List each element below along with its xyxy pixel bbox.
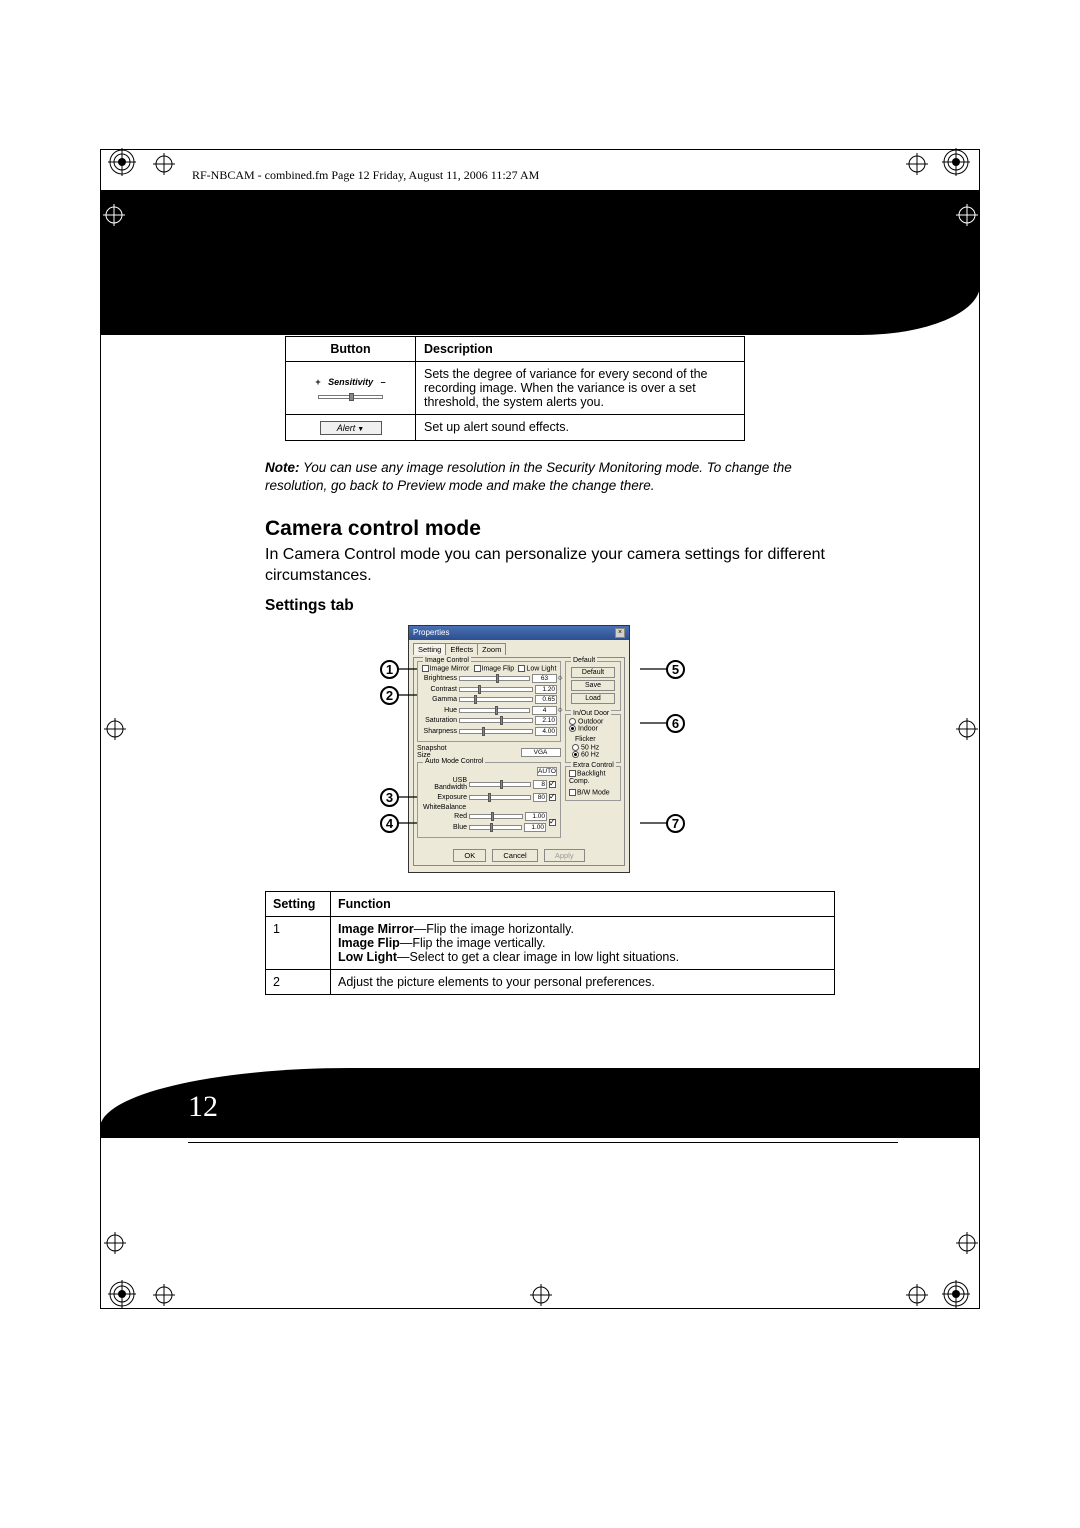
chk-bw[interactable] xyxy=(569,789,576,796)
alert-desc: Set up alert sound effects. xyxy=(416,415,745,441)
reg-mark-icon xyxy=(108,148,136,176)
sensitivity-button-cell: + Sensitivity – xyxy=(286,362,416,415)
dialog-titlebar: Properties × xyxy=(409,626,629,640)
slider-wb-blue[interactable] xyxy=(469,825,522,830)
page-content: Button Description + Sensitivity – Sets … xyxy=(270,336,850,995)
btn-apply: Apply xyxy=(544,849,585,862)
btn-default[interactable]: Default xyxy=(571,667,615,678)
row2-num: 2 xyxy=(266,970,331,995)
tab-zoom[interactable]: Zoom xyxy=(477,643,506,655)
callout-3: 3 xyxy=(380,788,399,807)
subsection-heading: Settings tab xyxy=(265,597,850,615)
crop-mark-icon xyxy=(906,1284,928,1306)
snapshot-size-select[interactable]: VGA xyxy=(521,748,561,757)
chk-backlight[interactable] xyxy=(569,770,576,777)
crop-mark-icon xyxy=(906,153,928,175)
radio-outdoor[interactable] xyxy=(569,718,576,725)
callout-2: 2 xyxy=(380,686,399,705)
crop-mark-icon xyxy=(956,1232,978,1254)
note-paragraph: Note: You can use any image resolution i… xyxy=(265,459,850,495)
callout-7: 7 xyxy=(666,814,685,833)
default-group: Default Default Save Load xyxy=(565,661,621,711)
sensitivity-desc: Sets the degree of variance for every se… xyxy=(416,362,745,415)
crop-mark-icon xyxy=(103,204,125,226)
section-body: In Camera Control mode you can personali… xyxy=(265,545,850,587)
dialog-tabs: SettingEffectsZoom xyxy=(413,643,625,655)
footer-black-band xyxy=(100,1068,980,1138)
row1-func: Image Mirror—Flip the image horizontally… xyxy=(331,917,835,970)
slider-contrast[interactable] xyxy=(459,687,533,692)
chk-usb-auto[interactable] xyxy=(549,781,556,788)
crop-mark-icon xyxy=(153,153,175,175)
button-description-table: Button Description + Sensitivity – Sets … xyxy=(285,336,745,441)
btn-load[interactable]: Load xyxy=(571,693,615,704)
chk-image-mirror[interactable]: Image Mirror xyxy=(422,665,470,672)
row1-num: 1 xyxy=(266,917,331,970)
btn-cancel[interactable]: Cancel xyxy=(492,849,537,862)
reg-mark-icon xyxy=(942,148,970,176)
th-setting: Setting xyxy=(266,892,331,917)
slider-wb-red[interactable] xyxy=(469,814,523,819)
reg-mark-icon xyxy=(108,1280,136,1308)
radio-50hz[interactable] xyxy=(572,744,579,751)
crop-mark-icon xyxy=(530,1284,552,1306)
th-button: Button xyxy=(286,337,416,362)
footer-rule xyxy=(188,1142,898,1143)
dialog-figure: 1 2 3 4 5 6 7 Properties × SettingEffect… xyxy=(380,625,680,873)
properties-dialog: Properties × SettingEffectsZoom Image Co… xyxy=(408,625,630,873)
btn-save[interactable]: Save xyxy=(571,680,615,691)
chk-wb-auto[interactable] xyxy=(549,819,556,826)
chk-low-light[interactable]: Low Light xyxy=(518,665,556,672)
crop-mark-icon xyxy=(104,1232,126,1254)
th-function: Function xyxy=(331,892,835,917)
close-icon[interactable]: × xyxy=(615,628,625,638)
chk-image-flip[interactable]: Image Flip xyxy=(474,665,515,672)
btn-ok[interactable]: OK xyxy=(453,849,486,862)
crop-mark-icon xyxy=(956,718,978,740)
alert-button-cell: Alert xyxy=(286,415,416,441)
slider-brightness[interactable] xyxy=(459,676,530,681)
slider-gamma[interactable] xyxy=(459,697,533,702)
settings-function-table: Setting Function 1 Image Mirror—Flip the… xyxy=(265,891,835,995)
tab-effects[interactable]: Effects xyxy=(445,643,478,655)
tab-setting[interactable]: Setting xyxy=(413,643,446,655)
image-control-group: Image Control Image Mirror Image Flip Lo… xyxy=(417,661,561,742)
section-heading: Camera control mode xyxy=(265,517,850,541)
reg-mark-icon xyxy=(942,1280,970,1308)
callout-4: 4 xyxy=(380,814,399,833)
auto-mode-control-group: Auto Mode Control AUTO USB Bandwidth8 Ex… xyxy=(417,762,561,838)
framemaker-header: RF-NBCAM - combined.fm Page 12 Friday, A… xyxy=(192,168,539,183)
crop-mark-icon xyxy=(956,204,978,226)
chk-exposure-auto[interactable] xyxy=(549,794,556,801)
crop-mark-icon xyxy=(104,718,126,740)
header-black-band xyxy=(100,190,980,335)
callout-5: 5 xyxy=(666,660,685,679)
row2-func: Adjust the picture elements to your pers… xyxy=(331,970,835,995)
slider-hue[interactable] xyxy=(459,708,530,713)
crop-mark-icon xyxy=(153,1284,175,1306)
slider-sharpness[interactable] xyxy=(459,729,533,734)
slider-exposure[interactable] xyxy=(469,795,531,800)
extra-control-group: Extra Control Backlight Comp. B/W Mode xyxy=(565,766,621,801)
callout-1: 1 xyxy=(380,660,399,679)
slider-saturation[interactable] xyxy=(459,718,533,723)
callout-6: 6 xyxy=(666,714,685,733)
th-description: Description xyxy=(416,337,745,362)
radio-60hz[interactable] xyxy=(572,751,579,758)
inout-door-group: In/Out Door Outdoor Indoor Flicker 50 Hz… xyxy=(565,714,621,763)
page-number: 12 xyxy=(188,1090,218,1124)
radio-indoor[interactable] xyxy=(569,725,576,732)
slider-usb[interactable] xyxy=(469,782,531,787)
